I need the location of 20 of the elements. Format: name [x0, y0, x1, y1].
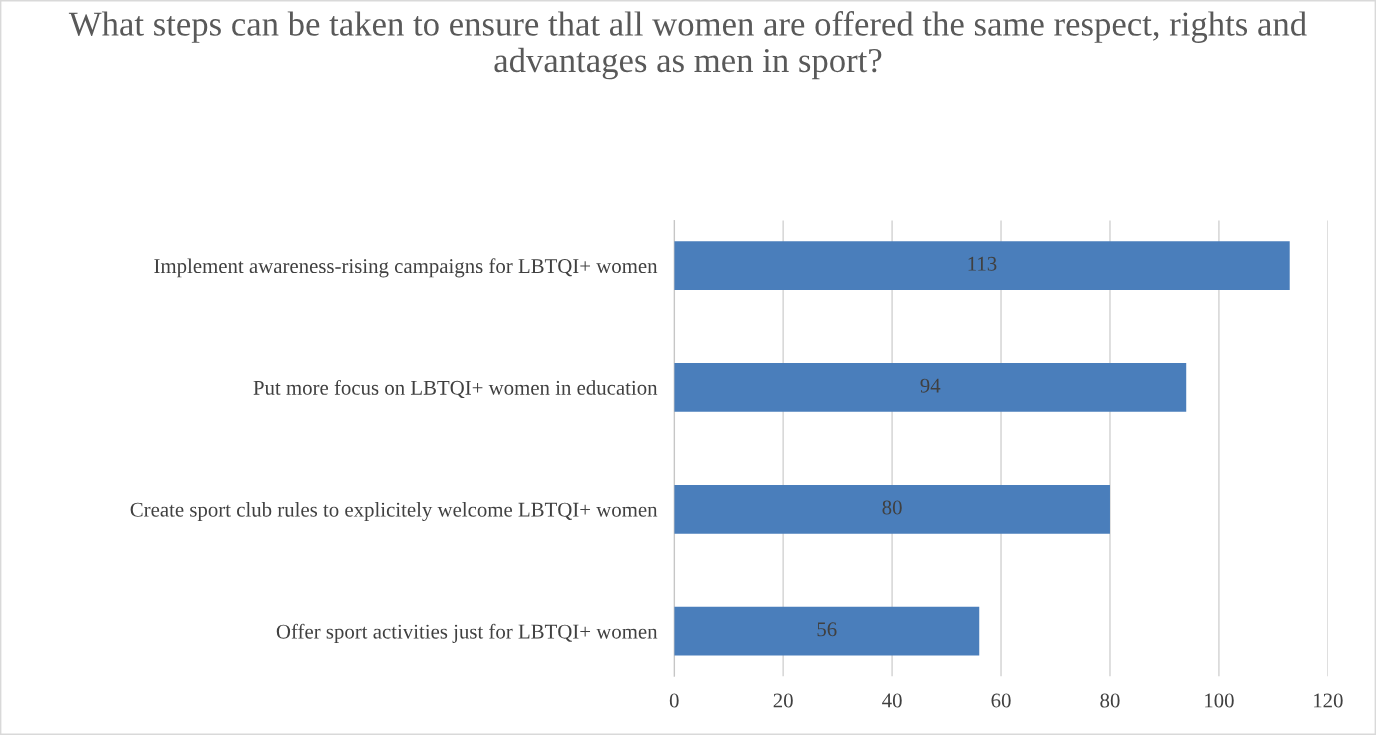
x-tick-label: 40 — [882, 693, 902, 708]
y-tick-label: Implement awareness-rising campaigns for LBTQI+ women — [154, 258, 658, 278]
x-tick-label: 0 — [669, 693, 679, 708]
data-label: 56 — [817, 622, 837, 637]
y-tick-label: Create sport club rules to explicitely welcome LBTQI+ women — [130, 502, 658, 521]
x-tick-label: 20 — [773, 693, 793, 708]
bar — [674, 241, 1290, 290]
bar — [674, 363, 1187, 412]
bar — [674, 484, 1110, 534]
bar — [674, 606, 980, 656]
chart-title: What steps can be taken to ensure that all women are offered the same respect, rights and advantages as men in sport? — [68, 11, 1307, 80]
x-tick-label: 60 — [991, 693, 1011, 708]
data-label: 80 — [882, 500, 902, 515]
y-tick-label: Offer sport activities just for LBTQI+ women — [276, 623, 658, 643]
x-tick-label: 80 — [1100, 693, 1120, 708]
data-label: 113 — [968, 256, 997, 271]
y-tick-label: Put more focus on LBTQI+ women in education — [253, 379, 658, 399]
x-tick-label: 120 — [1314, 693, 1343, 708]
x-tick-label: 100 — [1205, 693, 1234, 708]
data-label: 94 — [920, 378, 941, 393]
